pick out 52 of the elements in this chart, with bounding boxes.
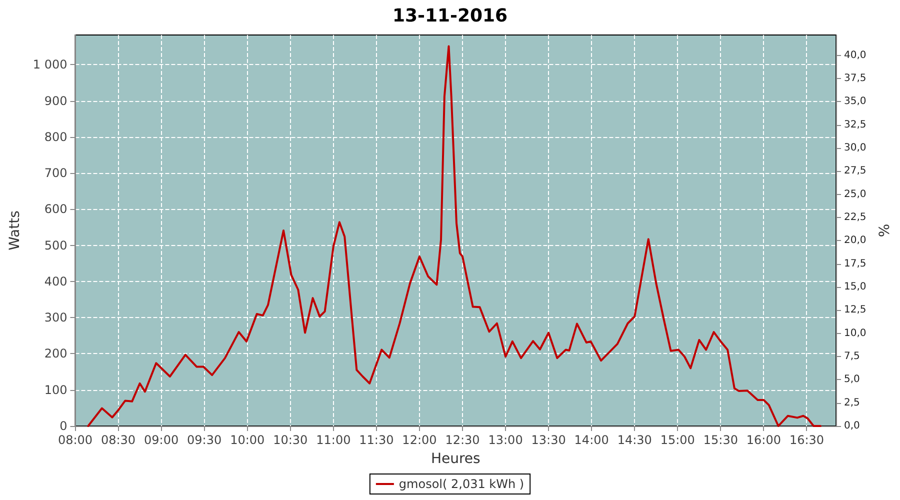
x-tick-label: 09:30: [187, 433, 222, 447]
legend-label: gmosol( 2,031 kWh ): [398, 477, 524, 491]
y2-tick-label: 12,5: [844, 304, 866, 316]
y-tick-label: 700: [44, 166, 68, 180]
x-tick-label: 11:00: [316, 433, 351, 447]
x-tick-label: 09:00: [144, 433, 179, 447]
y2-axis-title: %: [877, 224, 893, 238]
x-tick-label: 11:30: [359, 433, 394, 447]
x-tick-label: 16:30: [789, 433, 824, 447]
line-series: [87, 45, 822, 427]
y2-tick-label: 5,0: [844, 374, 860, 386]
y2-tick-label: 7,5: [844, 351, 860, 362]
y-tick-label: 200: [44, 346, 68, 361]
y-tick-label: 400: [44, 274, 68, 288]
x-tick-label: 10:00: [230, 433, 265, 447]
x-tick-label: 14:30: [617, 433, 652, 447]
x-tick-label: 15:30: [703, 433, 738, 447]
x-tick-label: 08:00: [58, 433, 93, 447]
y-tick-label: 300: [44, 310, 68, 325]
x-axis-title: Heures: [430, 451, 480, 467]
y2-tick-label: 15,0: [844, 282, 866, 293]
x-tick-label: 10:30: [273, 433, 308, 447]
y2-tick-label: 37,5: [844, 73, 866, 84]
y-tick-label: 1 000: [32, 58, 68, 72]
y2-tick-label: 27,5: [844, 166, 866, 177]
x-tick-label: 16:00: [746, 433, 782, 447]
y2-tick-label: 32,5: [844, 119, 866, 130]
y2-tick-label: 40,0: [844, 50, 866, 61]
y-axis-title: Watts: [7, 210, 23, 250]
y-tick-label: 900: [44, 94, 68, 108]
y2-tick-label: 20,0: [844, 235, 866, 246]
x-tick-label: 13:30: [531, 433, 566, 447]
y-tick-label: 0: [60, 419, 68, 433]
y2-tick-label: 17,5: [844, 258, 866, 270]
y2-tick-label: 30,0: [844, 142, 866, 154]
y-tick-label: 800: [44, 130, 68, 144]
x-tick-label: 08:30: [100, 433, 136, 447]
y2-tick-label: 0,0: [844, 420, 860, 432]
y2-tick-label: 35,0: [844, 96, 866, 108]
y2-tick-label: 25,0: [844, 188, 866, 200]
x-tick-label: 12:00: [402, 433, 437, 447]
x-tick-label: 15:00: [660, 433, 695, 447]
x-tick-label: 12:30: [445, 433, 480, 447]
x-tick-label: 14:00: [574, 433, 609, 447]
x-tick-label: 13:00: [488, 433, 523, 447]
chart-title: 13-11-2016: [392, 6, 508, 26]
y-tick-label: 600: [44, 202, 68, 216]
y-tick-label: 100: [44, 382, 68, 397]
y2-tick-label: 10,0: [844, 328, 866, 339]
y2-tick-label: 2,5: [844, 397, 860, 408]
y-tick-label: 500: [44, 238, 68, 252]
y2-tick-label: 22,5: [844, 212, 866, 224]
